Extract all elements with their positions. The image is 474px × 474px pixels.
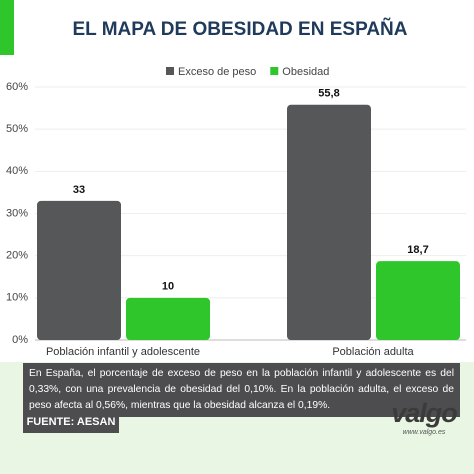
bar [126,297,210,340]
x-tick-label: Población infantil y adolescente [46,346,200,358]
legend-label: Obesidad [282,66,329,78]
value-label: 18,7 [407,244,428,256]
value-label: 10 [162,281,174,293]
logo-name: valgo [391,398,458,428]
chart-title: EL MAPA DE OBESIDAD EN ESPAÑA [72,18,407,40]
logo-url: www.valgo.es [402,429,446,436]
note: En España, el porcentaje de exceso de pe… [23,363,460,417]
y-tick-label: 0% [12,334,28,346]
y-tick-label: 60% [6,81,28,93]
value-label: 55,8 [318,88,339,100]
source: FUENTE: AESAN [23,411,119,433]
y-tick-label: 40% [6,165,28,177]
y-tick-label: 30% [6,207,28,219]
x-tick-label: Población adulta [332,346,414,358]
accent-stripe [0,0,14,55]
title-band [14,0,474,55]
legend-swatch [270,67,279,75]
legend-swatch [166,67,174,75]
legend-label: Exceso de peso [178,66,256,78]
y-tick-label: 10% [6,292,28,304]
logo: valgo www.valgo.es [386,398,462,436]
bar [287,104,371,341]
bar [37,200,121,340]
y-tick-label: 50% [6,123,28,135]
y-tick-label: 20% [6,250,28,262]
bar [376,261,460,340]
value-label: 33 [73,184,85,196]
